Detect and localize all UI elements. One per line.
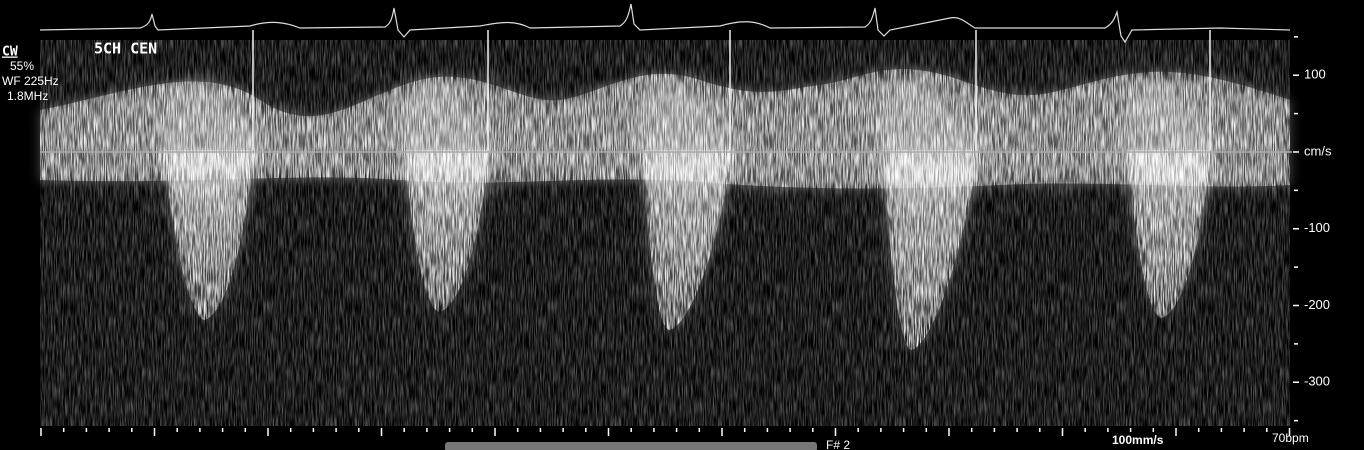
flow-envelope-speckle [883, 150, 978, 350]
flow-envelope-speckle [165, 150, 255, 320]
frame-label: F# 2 [826, 438, 850, 450]
spectrum [40, 30, 1290, 350]
mode-label: CW [2, 45, 18, 60]
sweep-speed-label: 100mm/s [1112, 433, 1164, 447]
flow-bump [395, 80, 500, 150]
view-label: 5CH CEN [94, 40, 157, 58]
tick-label: -100 [1304, 220, 1330, 235]
wall-filter-label: WF 225Hz [2, 74, 59, 88]
velocity-scale: 100 cm/s -100 -200 -300 [1293, 36, 1332, 422]
power-label: 55% [10, 59, 34, 73]
flow-bump [1118, 80, 1222, 150]
time-ticks [40, 428, 1291, 436]
flow-envelope-speckle [405, 150, 490, 312]
frequency-label: 1.8MHz [7, 89, 48, 103]
flow-envelope-speckle [643, 150, 732, 330]
tick-label: cm/s [1304, 143, 1332, 158]
cine-slider[interactable] [445, 442, 817, 450]
tick-label: 100 [1304, 67, 1326, 82]
ecg-trace [39, 3, 1291, 44]
tick-label: -200 [1304, 297, 1330, 312]
tick-label: -300 [1304, 374, 1330, 389]
flow-bump [155, 80, 265, 150]
heart-rate-label: 70bpm [1272, 431, 1309, 445]
flow-bump [633, 80, 742, 150]
flow-bump [873, 80, 988, 150]
flow-envelope-speckle [1128, 150, 1212, 318]
